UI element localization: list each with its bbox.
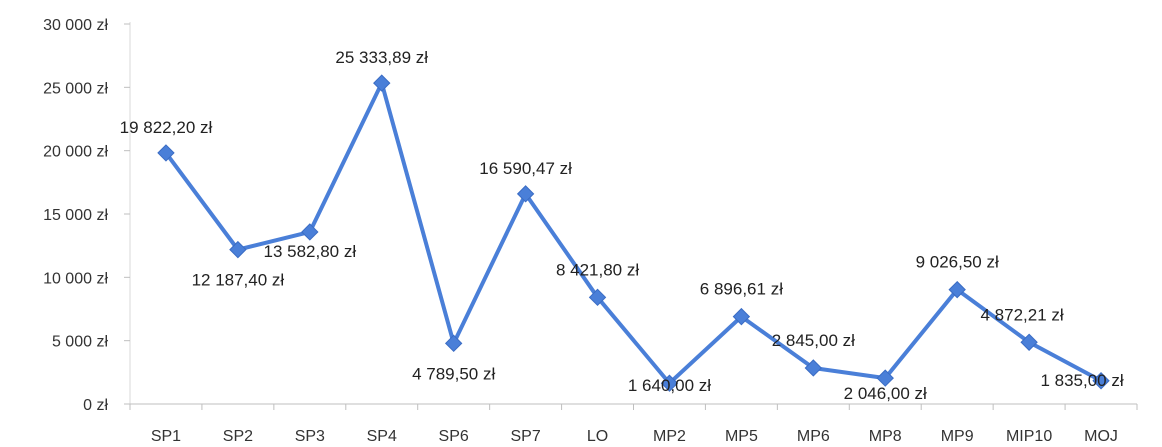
data-label: 6 896,61 zł bbox=[700, 280, 783, 299]
data-label: 2 046,00 zł bbox=[844, 384, 927, 403]
data-label: 12 187,40 zł bbox=[192, 271, 285, 290]
y-tick-label: 0 zł bbox=[83, 397, 108, 414]
x-tick-label: MP2 bbox=[653, 428, 686, 445]
x-tick-label: MIP10 bbox=[1006, 428, 1052, 445]
x-tick-label: LO bbox=[587, 428, 608, 445]
y-tick-label: 25 000 zł bbox=[43, 80, 108, 97]
data-labels: 19 822,20 zł 12 187,40 zł 13 582,80 zł 25 3… bbox=[120, 48, 1124, 403]
data-point bbox=[446, 335, 462, 351]
x-tick-label: SP3 bbox=[295, 428, 325, 445]
data-label: 9 026,50 zł bbox=[916, 253, 999, 272]
x-tick-label: MP9 bbox=[941, 428, 974, 445]
y-tick-label: 10 000 zł bbox=[43, 270, 108, 287]
x-axis-ticks: SP1 SP2 SP3 SP4 SP6 SP7 LO MP2 MP5 MP6 MP8 MP9 MIP10… bbox=[130, 404, 1137, 445]
data-label: 1 640,00 zł bbox=[628, 376, 711, 395]
data-label: 13 582,80 zł bbox=[264, 242, 357, 261]
x-tick-label: SP1 bbox=[151, 428, 181, 445]
data-label: 25 333,89 zł bbox=[335, 48, 428, 67]
data-label: 4 872,21 zł bbox=[981, 305, 1064, 324]
data-point bbox=[374, 75, 390, 91]
y-tick-label: 30 000 zł bbox=[43, 17, 108, 34]
x-tick-label: MP5 bbox=[725, 428, 758, 445]
y-tick-label: 15 000 zł bbox=[43, 207, 108, 224]
data-label: 16 590,47 zł bbox=[479, 159, 572, 178]
x-tick-label: MP6 bbox=[797, 428, 830, 445]
x-tick-label: SP6 bbox=[439, 428, 469, 445]
x-tick-label: MP8 bbox=[869, 428, 902, 445]
data-point bbox=[302, 224, 318, 240]
data-label: 8 421,80 zł bbox=[556, 260, 639, 279]
data-label: 1 835,00 zł bbox=[1040, 371, 1123, 390]
x-tick-label: SP7 bbox=[510, 428, 540, 445]
y-tick-label: 20 000 zł bbox=[43, 144, 108, 161]
x-tick-label: SP4 bbox=[367, 428, 397, 445]
y-axis-ticks: 0 zł 5 000 zł 10 000 zł 15 000 zł 20 000 zł 2… bbox=[43, 17, 130, 414]
x-tick-label: MOJ bbox=[1084, 428, 1118, 445]
x-tick-label: SP2 bbox=[223, 428, 253, 445]
y-tick-label: 5 000 zł bbox=[52, 334, 108, 351]
data-label: 2 845,00 zł bbox=[772, 331, 855, 350]
data-label: 19 822,20 zł bbox=[120, 118, 213, 137]
data-label: 4 789,50 zł bbox=[412, 364, 495, 383]
